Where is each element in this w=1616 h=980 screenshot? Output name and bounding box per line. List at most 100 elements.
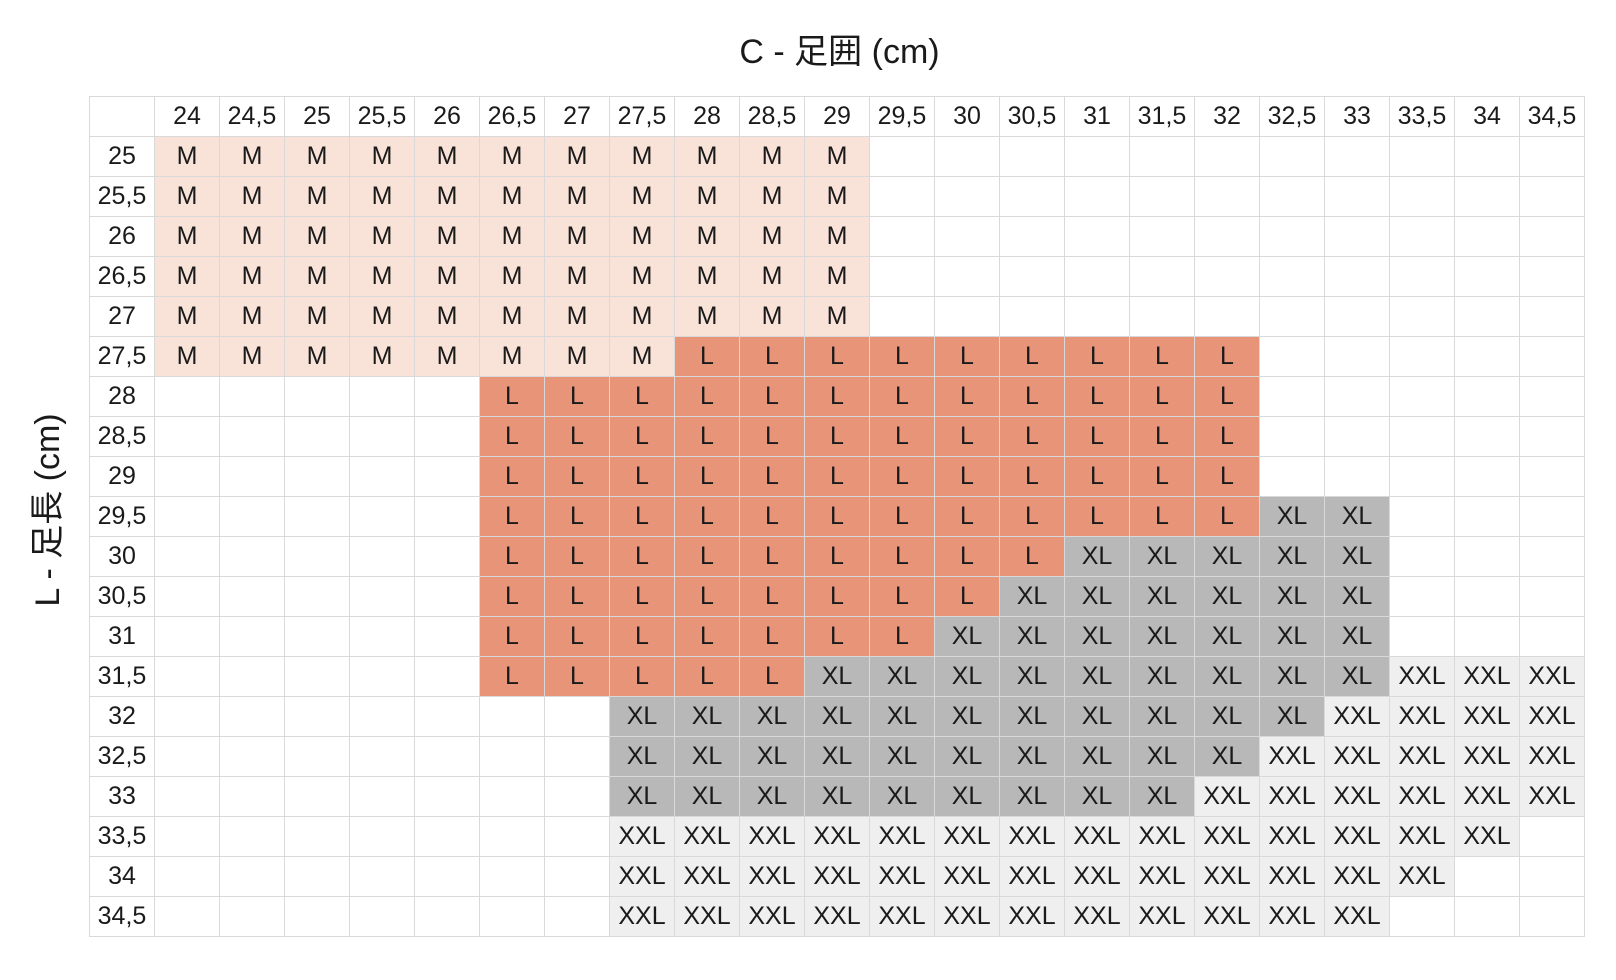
empty-cell — [1519, 616, 1585, 657]
empty-cell — [1129, 136, 1195, 177]
size-cell-l: L — [1194, 336, 1260, 377]
size-cell-l: L — [1129, 416, 1195, 457]
empty-cell — [1519, 376, 1585, 417]
size-cell-l: L — [1194, 376, 1260, 417]
empty-cell — [1194, 256, 1260, 297]
table-row: 34 XXL XXL XXL XXL XXL XXL XXL XXL XXL XXL XXL XXL XX… — [89, 856, 1585, 897]
size-cell-m: M — [544, 336, 610, 377]
row-header: 31,5 — [89, 656, 155, 697]
table-row: 26 M M M M M M M M M M M — [89, 216, 1585, 257]
empty-cell — [414, 656, 480, 697]
empty-cell — [414, 496, 480, 537]
empty-cell — [414, 416, 480, 457]
size-cell-m: M — [479, 216, 545, 257]
column-header: 28 — [674, 96, 740, 137]
size-cell-l: L — [674, 536, 740, 577]
size-cell-m: M — [479, 136, 545, 177]
size-cell-xl: XL — [804, 776, 870, 817]
empty-cell — [1324, 256, 1390, 297]
size-cell-xl: XL — [609, 736, 675, 777]
empty-cell — [349, 496, 415, 537]
size-cell-l: L — [544, 656, 610, 697]
size-cell-xl: XL — [934, 656, 1000, 697]
y-axis-title: L - 足長 (cm) — [29, 413, 67, 607]
size-cell-xxl: XXL — [609, 856, 675, 897]
row-header: 25,5 — [89, 176, 155, 217]
empty-cell — [284, 496, 350, 537]
size-cell-xxl: XXL — [1519, 696, 1585, 737]
size-cell-l: L — [544, 416, 610, 457]
size-cell-xxl: XXL — [1519, 776, 1585, 817]
size-cell-m: M — [284, 136, 350, 177]
empty-cell — [1519, 856, 1585, 897]
size-cell-xxl: XXL — [1064, 896, 1130, 937]
size-cell-l: L — [609, 656, 675, 697]
size-cell-m: M — [609, 136, 675, 177]
empty-cell — [1389, 496, 1455, 537]
empty-cell — [154, 736, 220, 777]
empty-cell — [1259, 136, 1325, 177]
size-cell-m: M — [804, 296, 870, 337]
empty-cell — [999, 256, 1065, 297]
empty-cell — [934, 296, 1000, 337]
empty-cell — [414, 776, 480, 817]
row-header: 31 — [89, 616, 155, 657]
size-cell-m: M — [219, 296, 285, 337]
empty-cell — [1129, 216, 1195, 257]
empty-cell — [544, 696, 610, 737]
table-row: 30 L L L L L L L L L XL XL XL XL XL — [89, 536, 1585, 577]
size-table: 24 24,5 25 25,5 26 26,5 27 27,5 28 28,5 29 29,5 30 30… — [89, 96, 1585, 937]
empty-cell — [154, 816, 220, 857]
size-cell-xxl: XXL — [1194, 856, 1260, 897]
size-cell-m: M — [414, 176, 480, 217]
size-cell-m: M — [674, 296, 740, 337]
empty-cell — [934, 176, 1000, 217]
empty-cell — [1454, 136, 1520, 177]
size-chart-table: 24 24,5 25 25,5 26 26,5 27 27,5 28 28,5 29 29,5 30 30… — [89, 96, 1585, 937]
size-cell-xxl: XXL — [739, 816, 805, 857]
empty-cell — [284, 376, 350, 417]
size-cell-m: M — [609, 296, 675, 337]
column-header: 33,5 — [1389, 96, 1455, 137]
column-header: 29 — [804, 96, 870, 137]
empty-cell — [544, 816, 610, 857]
size-cell-xxl: XXL — [1129, 896, 1195, 937]
empty-cell — [1324, 456, 1390, 497]
size-cell-l: L — [544, 456, 610, 497]
empty-cell — [349, 736, 415, 777]
size-cell-m: M — [609, 336, 675, 377]
size-cell-m: M — [609, 216, 675, 257]
size-cell-xxl: XXL — [1324, 736, 1390, 777]
empty-cell — [1454, 456, 1520, 497]
size-cell-m: M — [674, 216, 740, 257]
size-cell-m: M — [739, 176, 805, 217]
table-row: 32 XL XL XL XL XL XL XL XL XL XL XL XXL XXL XXL XXL — [89, 696, 1585, 737]
empty-cell — [479, 776, 545, 817]
size-cell-m: M — [414, 136, 480, 177]
size-cell-xl: XL — [999, 616, 1065, 657]
empty-cell — [1389, 336, 1455, 377]
table-row: 28 L L L L L L L L L L L L — [89, 376, 1585, 417]
size-cell-l: L — [1064, 376, 1130, 417]
empty-cell — [999, 136, 1065, 177]
empty-cell — [1519, 416, 1585, 457]
size-cell-l: L — [544, 536, 610, 577]
size-cell-m: M — [544, 176, 610, 217]
row-header: 29,5 — [89, 496, 155, 537]
size-cell-l: L — [544, 496, 610, 537]
size-cell-m: M — [349, 336, 415, 377]
size-cell-xl: XL — [1324, 656, 1390, 697]
row-header: 33,5 — [89, 816, 155, 857]
size-cell-m: M — [154, 216, 220, 257]
size-cell-l: L — [869, 416, 935, 457]
size-cell-m: M — [414, 336, 480, 377]
empty-cell — [154, 416, 220, 457]
size-cell-l: L — [739, 496, 805, 537]
empty-cell — [1389, 256, 1455, 297]
empty-cell — [1454, 376, 1520, 417]
size-cell-l: L — [934, 576, 1000, 617]
empty-cell — [479, 696, 545, 737]
size-cell-l: L — [1194, 456, 1260, 497]
table-row: 29,5 L L L L L L L L L L L L XL XL — [89, 496, 1585, 537]
size-cell-l: L — [1064, 336, 1130, 377]
